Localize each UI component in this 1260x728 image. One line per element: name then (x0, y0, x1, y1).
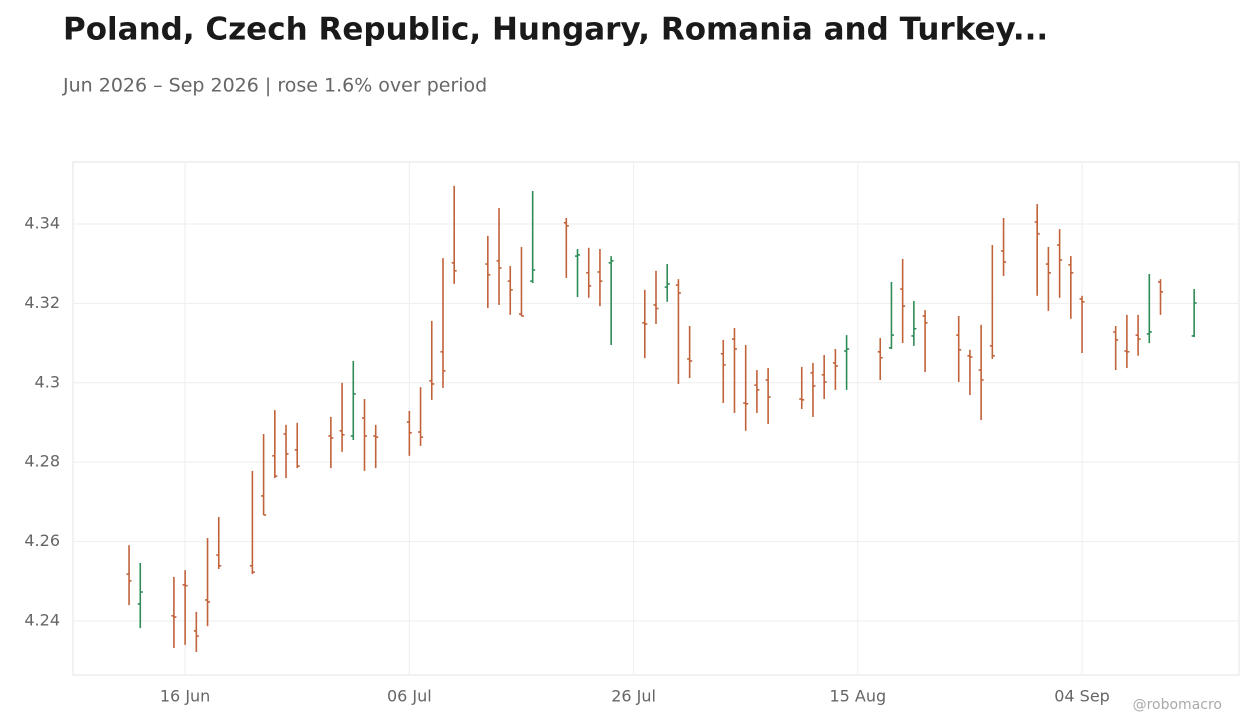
y-tick-label: 4.32 (24, 293, 60, 312)
credit: @robomacro (1133, 697, 1222, 713)
x-tick-label: 06 Jul (387, 687, 432, 706)
x-tick-label: 15 Aug (829, 687, 886, 706)
y-tick-label: 4.26 (24, 531, 60, 550)
x-tick-label: 26 Jul (611, 687, 656, 706)
plot-frame (72, 161, 1240, 676)
chart-title: Poland, Czech Republic, Hungary, Romania… (63, 12, 1048, 48)
y-tick-label: 4.28 (24, 452, 60, 471)
chart-subtitle: Jun 2026 – Sep 2026 | rose 1.6% over per… (62, 75, 487, 97)
y-tick-label: 4.24 (24, 611, 60, 630)
y-tick-label: 4.3 (35, 372, 60, 391)
x-tick-label: 16 Jun (160, 687, 210, 706)
x-tick-label: 04 Sep (1054, 687, 1110, 706)
y-tick-label: 4.34 (24, 213, 60, 232)
